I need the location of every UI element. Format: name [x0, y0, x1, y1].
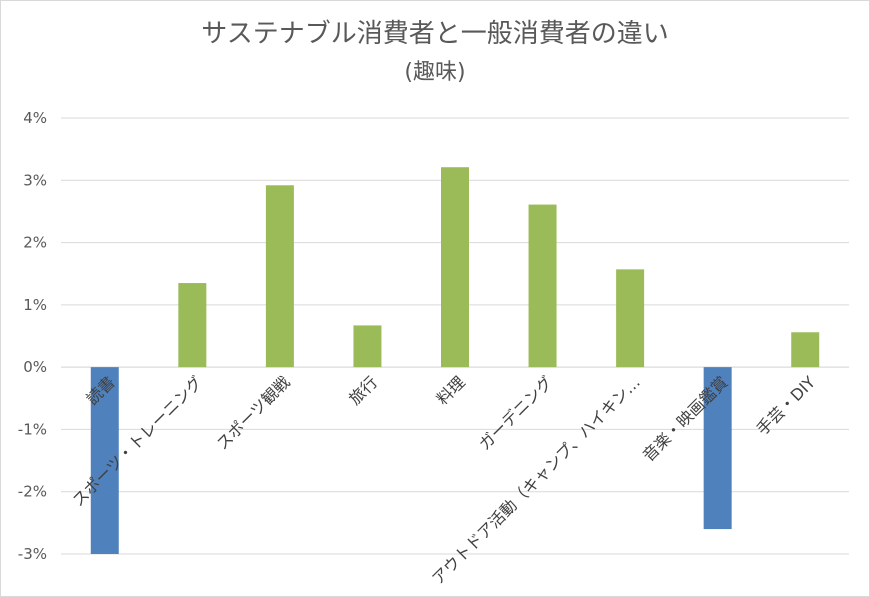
chart-title: サステナブル消費者と一般消費者の違い — [201, 19, 669, 49]
y-tick-label: -1% — [18, 420, 47, 438]
y-tick-label: 3% — [23, 171, 47, 189]
x-tick-label: 料理 — [433, 373, 469, 409]
bar — [616, 269, 645, 368]
x-tick-label: 手芸・DIY — [753, 372, 819, 438]
y-tick-label: 1% — [23, 296, 47, 314]
bar — [265, 185, 294, 368]
bar — [528, 204, 557, 368]
x-tick-label: ガーデニング — [475, 373, 556, 454]
y-tick-label: 0% — [23, 358, 47, 376]
bar — [703, 367, 732, 530]
x-tick-label: スポーツ観戦 — [213, 373, 294, 454]
y-axis-ticks: 4% 3% 2% 1% 0% -1% -2% -3% — [18, 109, 47, 563]
bar — [90, 367, 119, 554]
x-tick-label: 旅行 — [345, 373, 381, 409]
bars — [90, 167, 820, 554]
y-tick-label: 4% — [23, 109, 47, 127]
bar — [791, 332, 820, 368]
y-tick-label: -2% — [18, 483, 47, 501]
bar — [178, 283, 207, 368]
bar — [353, 325, 382, 368]
y-tick-label: -3% — [18, 545, 47, 563]
chart-subtitle: (趣味) — [404, 60, 466, 85]
y-tick-label: 2% — [23, 234, 47, 252]
bar — [441, 167, 469, 368]
